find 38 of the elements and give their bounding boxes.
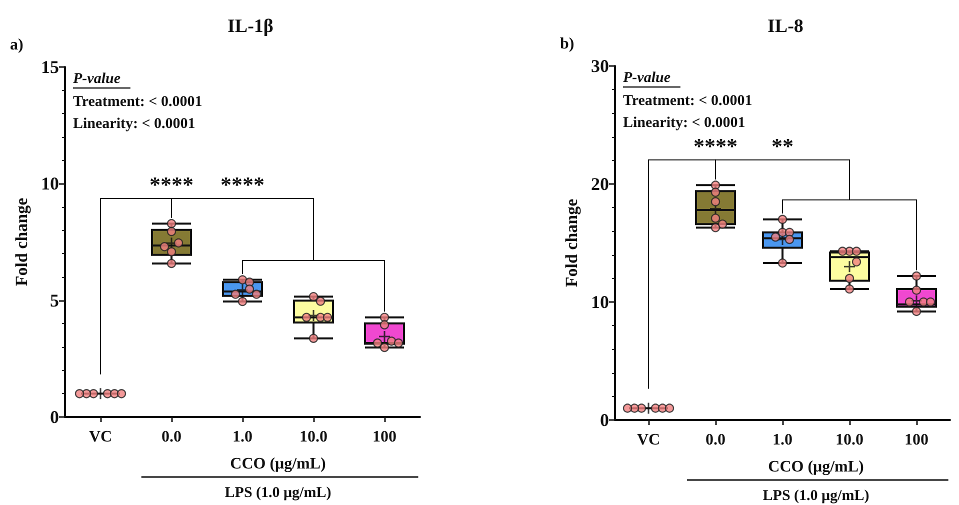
x-tick-label: 0.0 bbox=[706, 432, 726, 448]
x-tick-label: 1.0 bbox=[232, 428, 252, 446]
text: LPS (1.0 μg/mL) bbox=[224, 485, 332, 501]
annotation: Linearity: < 0.0001 bbox=[73, 116, 196, 132]
x-tick-label: 0.0 bbox=[162, 428, 182, 446]
x-axis-title: CCO (μg/mL) bbox=[768, 458, 864, 476]
x-tick-label: 10.0 bbox=[300, 428, 328, 446]
annotation: **** bbox=[694, 133, 738, 158]
annotation: **** bbox=[220, 172, 264, 198]
x-tick-label: VC bbox=[88, 428, 112, 446]
x-axis-title: CCO (μg/mL) bbox=[230, 456, 326, 472]
annotation: Linearity: < 0.0001 bbox=[623, 115, 746, 131]
x-tick-label: 100 bbox=[372, 428, 396, 446]
annotation: Treatment: < 0.0001 bbox=[73, 94, 202, 110]
x-tick-label: 1.0 bbox=[772, 432, 792, 448]
chart-title: IL-1β bbox=[228, 16, 274, 37]
annotation: P-value bbox=[73, 71, 121, 87]
y-tick-label: 10 bbox=[591, 292, 609, 312]
y-tick-label: 20 bbox=[591, 174, 609, 194]
y-axis-title: Fold change bbox=[12, 197, 32, 286]
x-tick-label: 100 bbox=[904, 432, 928, 448]
chart-title: IL-8 bbox=[768, 16, 804, 37]
y-tick-label: 30 bbox=[591, 56, 609, 76]
annotation: **** bbox=[150, 172, 194, 198]
annotation: ** bbox=[772, 133, 794, 158]
x-tick-label: 10.0 bbox=[836, 432, 864, 448]
y-tick-label: 5 bbox=[50, 290, 59, 310]
text: LPS (1.0 μg/mL) bbox=[762, 488, 870, 504]
text: a) bbox=[10, 36, 24, 54]
annotation: P-value bbox=[623, 70, 671, 86]
x-tick-label: VC bbox=[636, 432, 660, 448]
y-tick-label: 0 bbox=[50, 407, 59, 427]
y-tick-label: 15 bbox=[41, 57, 59, 77]
y-axis-title: Fold change bbox=[562, 198, 582, 288]
y-tick-label: 10 bbox=[41, 174, 59, 194]
y-tick-label: 0 bbox=[600, 410, 609, 430]
text: b) bbox=[560, 36, 574, 52]
annotation: Treatment: < 0.0001 bbox=[623, 93, 752, 109]
